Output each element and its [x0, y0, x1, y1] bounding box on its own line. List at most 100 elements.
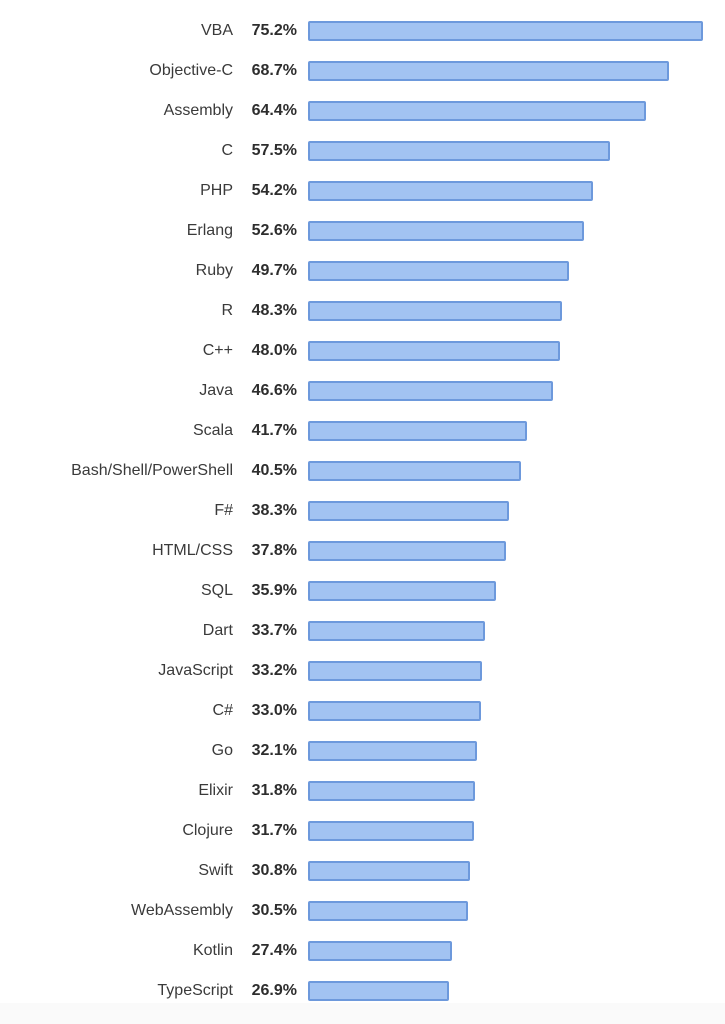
value-label: 30.8%: [251, 862, 297, 879]
value-label: 75.2%: [251, 22, 297, 39]
bar-fill: [308, 461, 521, 481]
bar-track: [308, 61, 725, 81]
bar-row: F# 38.3%: [0, 491, 725, 531]
bar-fill: [308, 541, 506, 561]
bar-fill: [308, 701, 481, 721]
bar-fill: [308, 341, 560, 361]
bar-row: Kotlin 27.4%: [0, 931, 725, 971]
category-label: Scala: [192, 422, 233, 439]
value-label: 31.7%: [251, 822, 297, 839]
value-label: 33.0%: [251, 702, 297, 719]
category-label: SQL: [200, 582, 233, 599]
bottom-strip: [0, 1003, 725, 1024]
bar-row: Ruby 49.7%: [0, 251, 725, 291]
bar-track: [308, 541, 725, 561]
bar-row: JavaScript 33.2%: [0, 651, 725, 691]
category-label: PHP: [200, 182, 233, 199]
bar-track: [308, 701, 725, 721]
category-label: Swift: [198, 862, 233, 879]
bar-row: TypeScript 26.9%: [0, 971, 725, 1011]
bar-track: [308, 941, 725, 961]
bar-track: [308, 661, 725, 681]
category-label: WebAssembly: [131, 902, 233, 919]
bar-track: [308, 421, 725, 441]
value-label: 33.2%: [251, 662, 297, 679]
bar-track: [308, 821, 725, 841]
bar-row: Go 32.1%: [0, 731, 725, 771]
bar-track: [308, 301, 725, 321]
bar-fill: [308, 61, 669, 81]
value-label: 37.8%: [251, 542, 297, 559]
bar-row: C# 33.0%: [0, 691, 725, 731]
bar-fill: [308, 901, 468, 921]
bar-fill: [308, 221, 584, 241]
value-label: 52.6%: [251, 222, 297, 239]
category-label: Ruby: [195, 262, 233, 279]
category-label: JavaScript: [158, 662, 233, 679]
bar-track: [308, 861, 725, 881]
value-label: 48.0%: [251, 342, 297, 359]
bar-track: [308, 141, 725, 161]
category-label: HTML/CSS: [152, 542, 233, 559]
bar-row: C++ 48.0%: [0, 331, 725, 371]
bar-fill: [308, 101, 646, 121]
bar-track: [308, 621, 725, 641]
category-label: Java: [199, 382, 233, 399]
bar-row: Dart 33.7%: [0, 611, 725, 651]
bar-fill: [308, 301, 562, 321]
bar-row: R 48.3%: [0, 291, 725, 331]
bar-fill: [308, 421, 527, 441]
bar-row: C 57.5%: [0, 131, 725, 171]
bar-fill: [308, 941, 452, 961]
category-label: Dart: [202, 622, 233, 639]
bar-row: HTML/CSS 37.8%: [0, 531, 725, 571]
bar-row: Erlang 52.6%: [0, 211, 725, 251]
value-label: 54.2%: [251, 182, 297, 199]
bar-fill: [308, 501, 509, 521]
bar-row: Elixir 31.8%: [0, 771, 725, 811]
bar-track: [308, 381, 725, 401]
bar-track: [308, 221, 725, 241]
bar-track: [308, 461, 725, 481]
category-label: F#: [214, 502, 233, 519]
value-label: 30.5%: [251, 902, 297, 919]
category-label: C++: [202, 342, 233, 359]
category-label: Objective-C: [149, 62, 233, 79]
bar-fill: [308, 661, 482, 681]
category-label: Assembly: [163, 102, 233, 119]
category-label: Go: [211, 742, 233, 759]
category-label: Erlang: [186, 222, 233, 239]
bar-track: [308, 741, 725, 761]
bar-fill: [308, 581, 496, 601]
bar-track: [308, 181, 725, 201]
bar-row: VBA 75.2%: [0, 11, 725, 51]
bar-row: SQL 35.9%: [0, 571, 725, 611]
value-label: 41.7%: [251, 422, 297, 439]
value-label: 35.9%: [251, 582, 297, 599]
bar-row: Swift 30.8%: [0, 851, 725, 891]
bar-track: [308, 21, 725, 41]
category-label: Kotlin: [192, 942, 233, 959]
bar-row: PHP 54.2%: [0, 171, 725, 211]
value-label: 68.7%: [251, 62, 297, 79]
category-label: TypeScript: [157, 982, 233, 999]
value-label: 27.4%: [251, 942, 297, 959]
bar-track: [308, 101, 725, 121]
value-label: 32.1%: [251, 742, 297, 759]
bar-track: [308, 341, 725, 361]
value-label: 26.9%: [251, 982, 297, 999]
value-label: 64.4%: [251, 102, 297, 119]
bar-track: [308, 581, 725, 601]
value-label: 31.8%: [251, 782, 297, 799]
bar-row: Scala 41.7%: [0, 411, 725, 451]
bar-fill: [308, 261, 569, 281]
bar-row: Clojure 31.7%: [0, 811, 725, 851]
bar-fill: [308, 741, 477, 761]
bar-fill: [308, 621, 485, 641]
value-label: 49.7%: [251, 262, 297, 279]
value-label: 40.5%: [251, 462, 297, 479]
bar-fill: [308, 381, 553, 401]
category-label: C: [221, 142, 233, 159]
